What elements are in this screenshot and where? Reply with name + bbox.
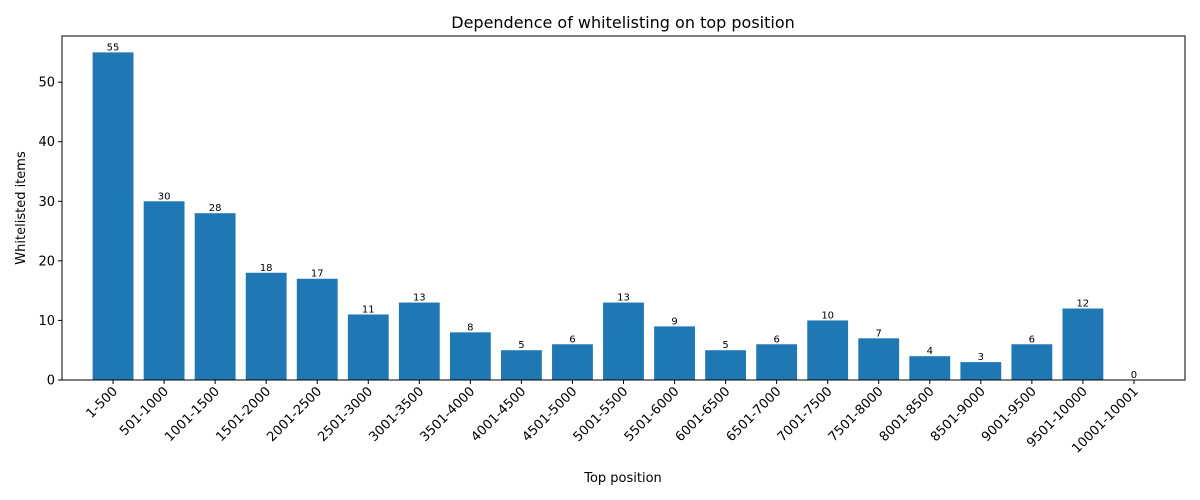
bar-3501-4000 bbox=[449, 332, 491, 380]
y-tick-label: 30 bbox=[38, 195, 55, 210]
data-label-4501-5000: 6 bbox=[569, 334, 575, 345]
data-label-8001-8500: 4 bbox=[927, 346, 933, 357]
bars-group bbox=[92, 52, 1104, 380]
data-label-9501-10000: 12 bbox=[1077, 299, 1090, 310]
y-axis-label: Whitelisted items bbox=[14, 151, 29, 265]
bar-1001-1500 bbox=[194, 213, 236, 380]
x-axis-label: Top position bbox=[583, 471, 662, 486]
bar-8501-9000 bbox=[960, 362, 1002, 380]
bar-8001-8500 bbox=[909, 356, 951, 380]
x-tick-label: 501-1000 bbox=[117, 384, 172, 439]
plot-frame bbox=[61, 35, 1186, 381]
bar-7001-7500 bbox=[807, 320, 849, 380]
data-label-501-1000: 30 bbox=[158, 191, 171, 202]
bar-5001-5500 bbox=[603, 302, 644, 380]
data-label-7501-8000: 7 bbox=[876, 328, 882, 339]
data-label-5001-5500: 13 bbox=[617, 293, 630, 304]
bar-4501-5000 bbox=[552, 344, 593, 380]
y-tick-label: 20 bbox=[38, 254, 55, 269]
data-label-3001-3500: 13 bbox=[413, 293, 426, 304]
bar-7501-8000 bbox=[858, 338, 900, 380]
bar-2001-2500 bbox=[296, 278, 338, 380]
bar-9001-9500 bbox=[1011, 344, 1053, 380]
y-axis: 0 10 20 30 40 50 bbox=[38, 76, 62, 389]
bar-5501-6000 bbox=[654, 326, 695, 380]
bar-6001-6500 bbox=[705, 350, 747, 380]
data-label-1-500: 55 bbox=[107, 42, 120, 53]
bar-9501-10000 bbox=[1062, 308, 1104, 380]
data-label-5501-6000: 9 bbox=[671, 316, 677, 327]
bar-2501-3000 bbox=[347, 314, 389, 380]
data-label-2001-2500: 17 bbox=[311, 269, 324, 280]
data-label-8501-9000: 3 bbox=[978, 352, 984, 363]
data-labels-group: 55 30 28 18 17 11 13 8 5 6 13 9 5 6 10 7 4 3 6 12 0 bbox=[107, 42, 1137, 381]
bar-1-500 bbox=[92, 52, 134, 380]
data-label-6501-7000: 6 bbox=[773, 334, 779, 345]
y-tick-label: 50 bbox=[38, 76, 55, 91]
x-tick-label: 1-500 bbox=[84, 384, 121, 421]
data-label-7001-7500: 10 bbox=[821, 310, 834, 321]
bar-4001-4500 bbox=[500, 350, 542, 380]
y-tick-label: 10 bbox=[38, 314, 55, 329]
data-label-2501-3000: 11 bbox=[362, 304, 375, 315]
data-label-6001-6500: 5 bbox=[722, 340, 728, 351]
bar-501-1000 bbox=[143, 201, 185, 380]
data-label-1501-2000: 18 bbox=[260, 263, 273, 274]
bar-1501-2000 bbox=[245, 272, 287, 380]
bar-3001-3500 bbox=[398, 302, 440, 380]
x-axis: 1-500501-10001001-15001501-20002001-2500… bbox=[84, 380, 1142, 457]
bar-6501-7000 bbox=[756, 344, 798, 380]
y-tick-label: 40 bbox=[38, 135, 55, 150]
data-label-1001-1500: 28 bbox=[209, 203, 222, 214]
data-label-9001-9500: 6 bbox=[1029, 334, 1035, 345]
chart-title: Dependence of whitelisting on top positi… bbox=[451, 13, 795, 32]
data-label-10001-10001: 0 bbox=[1131, 370, 1137, 381]
y-tick-label: 0 bbox=[47, 374, 55, 389]
data-label-3501-4000: 8 bbox=[467, 322, 473, 333]
data-label-4001-4500: 5 bbox=[518, 340, 524, 351]
